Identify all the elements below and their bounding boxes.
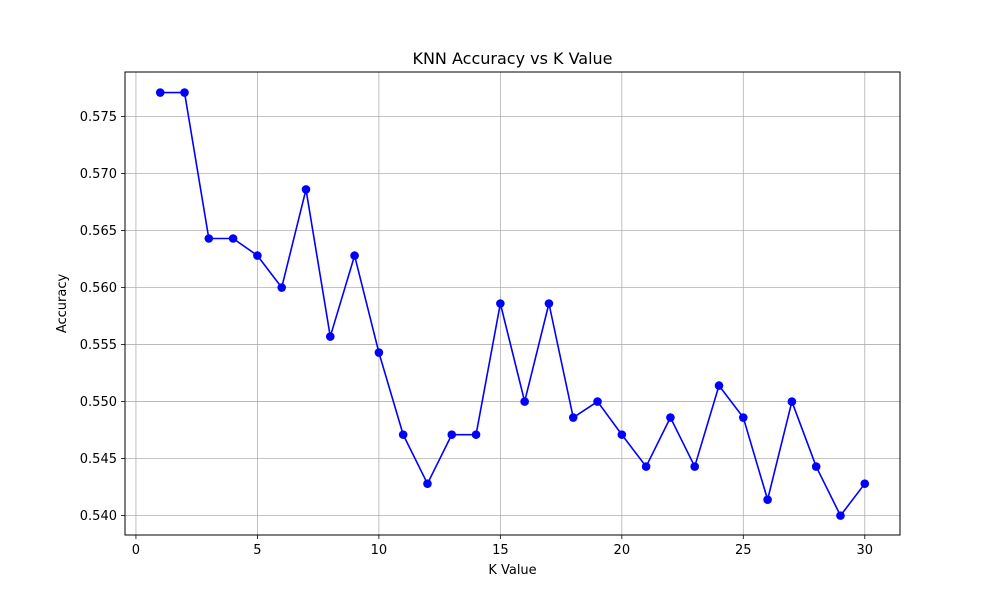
data-point [423,479,432,488]
y-tick-label: 0.555 [80,338,117,353]
data-point [593,397,602,406]
data-point [811,462,821,471]
x-tick-label: 25 [735,543,752,558]
data-point [471,430,481,439]
data-point [520,397,529,406]
data-point [690,462,700,471]
data-point [617,430,627,439]
data-point [568,413,578,422]
data-point [836,511,845,520]
y-axis-label: Accuracy [55,274,70,334]
data-point [714,381,724,390]
y-tick-label: 0.540 [80,509,117,524]
data-point [180,88,189,97]
x-axis-label: K Value [488,563,536,578]
data-point [301,185,311,194]
plot-area-frame [124,71,901,536]
y-tick-label: 0.560 [80,281,117,296]
data-point [398,430,408,439]
series-line [160,91,866,517]
data-point [666,413,675,422]
data-point [277,283,287,292]
data-point [860,479,870,488]
x-tick-label: 0 [132,543,140,558]
y-tick-label: 0.575 [80,110,117,125]
data-point [253,251,262,260]
data-point [325,332,335,341]
x-tick-label: 30 [856,543,873,558]
x-tick-label: 10 [371,543,388,558]
data-point [641,462,651,471]
y-tick-label: 0.545 [80,452,117,467]
data-point [496,299,505,308]
y-tick-label: 0.570 [80,167,117,182]
x-tick-label: 20 [614,543,631,558]
x-tick-label: 15 [492,543,509,558]
x-tick-label: 5 [253,543,261,558]
y-tick-label: 0.550 [80,395,117,410]
data-point [374,348,384,357]
data-point [738,413,748,422]
grid-lines [125,72,900,535]
y-tick-label: 0.565 [80,224,117,239]
data-point [787,397,797,406]
data-point [155,88,165,97]
axis-ticks: 0 5 10 15 20 25 30 0.540 0.545 0.550 0.555 0.560 0.5… [80,110,873,558]
data-point [763,495,772,504]
data-point [447,430,457,439]
data-point [350,251,359,260]
data-point [544,299,554,308]
data-point [228,234,238,243]
chart-title: KNN Accuracy vs K Value [412,49,612,68]
data-point [204,234,214,243]
data-series [155,88,870,520]
